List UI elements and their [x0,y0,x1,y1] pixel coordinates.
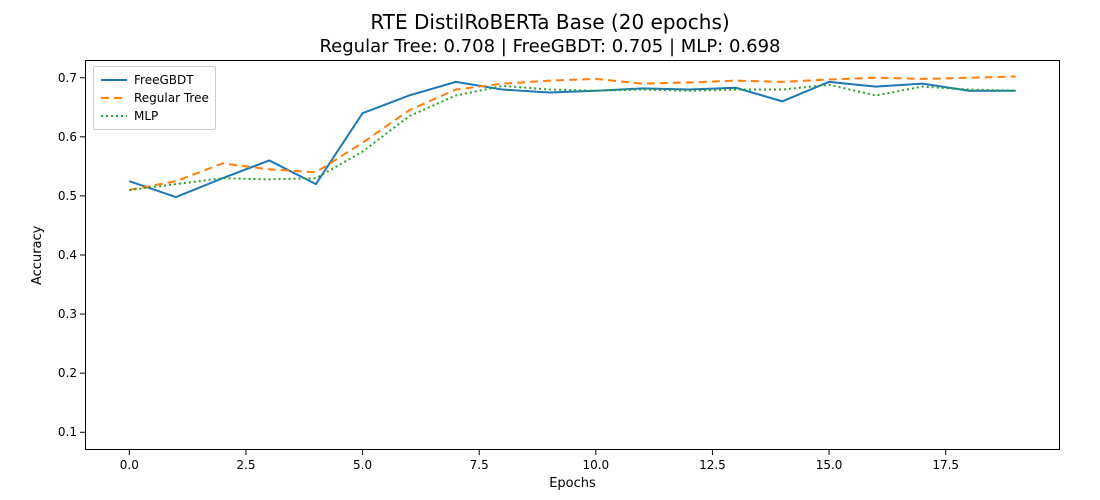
x-tick-label: 12.5 [699,458,726,472]
legend-label: Regular Tree [134,91,209,105]
legend-item: MLP [100,107,209,125]
x-axis-label: Epochs [549,476,596,491]
x-tick-label: 17.5 [932,458,959,472]
y-tick-label: 0.3 [51,307,77,321]
chart-title-line2: Regular Tree: 0.708 | FreeGBDT: 0.705 | … [0,36,1100,57]
x-tick-label: 10.0 [582,458,609,472]
x-tick-label: 5.0 [353,458,372,472]
y-tick-label: 0.7 [51,71,77,85]
chart-title-line1: RTE DistilRoBERTa Base (20 epochs) [0,10,1100,34]
plot-area [85,60,1060,450]
legend-item: FreeGBDT [100,71,209,89]
y-tick-label: 0.6 [51,130,77,144]
legend-swatch-icon [100,109,128,123]
legend-label: FreeGBDT [134,73,194,87]
y-tick-label: 0.4 [51,248,77,262]
x-tick-label: 0.0 [120,458,139,472]
legend-label: MLP [134,109,158,123]
legend-swatch-icon [100,73,128,87]
y-tick-label: 0.2 [51,366,77,380]
legend-item: Regular Tree [100,89,209,107]
legend: FreeGBDT Regular Tree MLP [93,66,216,130]
chart-root: RTE DistilRoBERTa Base (20 epochs) Regul… [0,0,1100,500]
y-axis-label: Accuracy [30,226,45,285]
y-tick-label: 0.1 [51,425,77,439]
y-tick-label: 0.5 [51,189,77,203]
x-tick-label: 15.0 [816,458,843,472]
legend-swatch-icon [100,91,128,105]
x-tick-label: 2.5 [236,458,255,472]
x-tick-label: 7.5 [470,458,489,472]
